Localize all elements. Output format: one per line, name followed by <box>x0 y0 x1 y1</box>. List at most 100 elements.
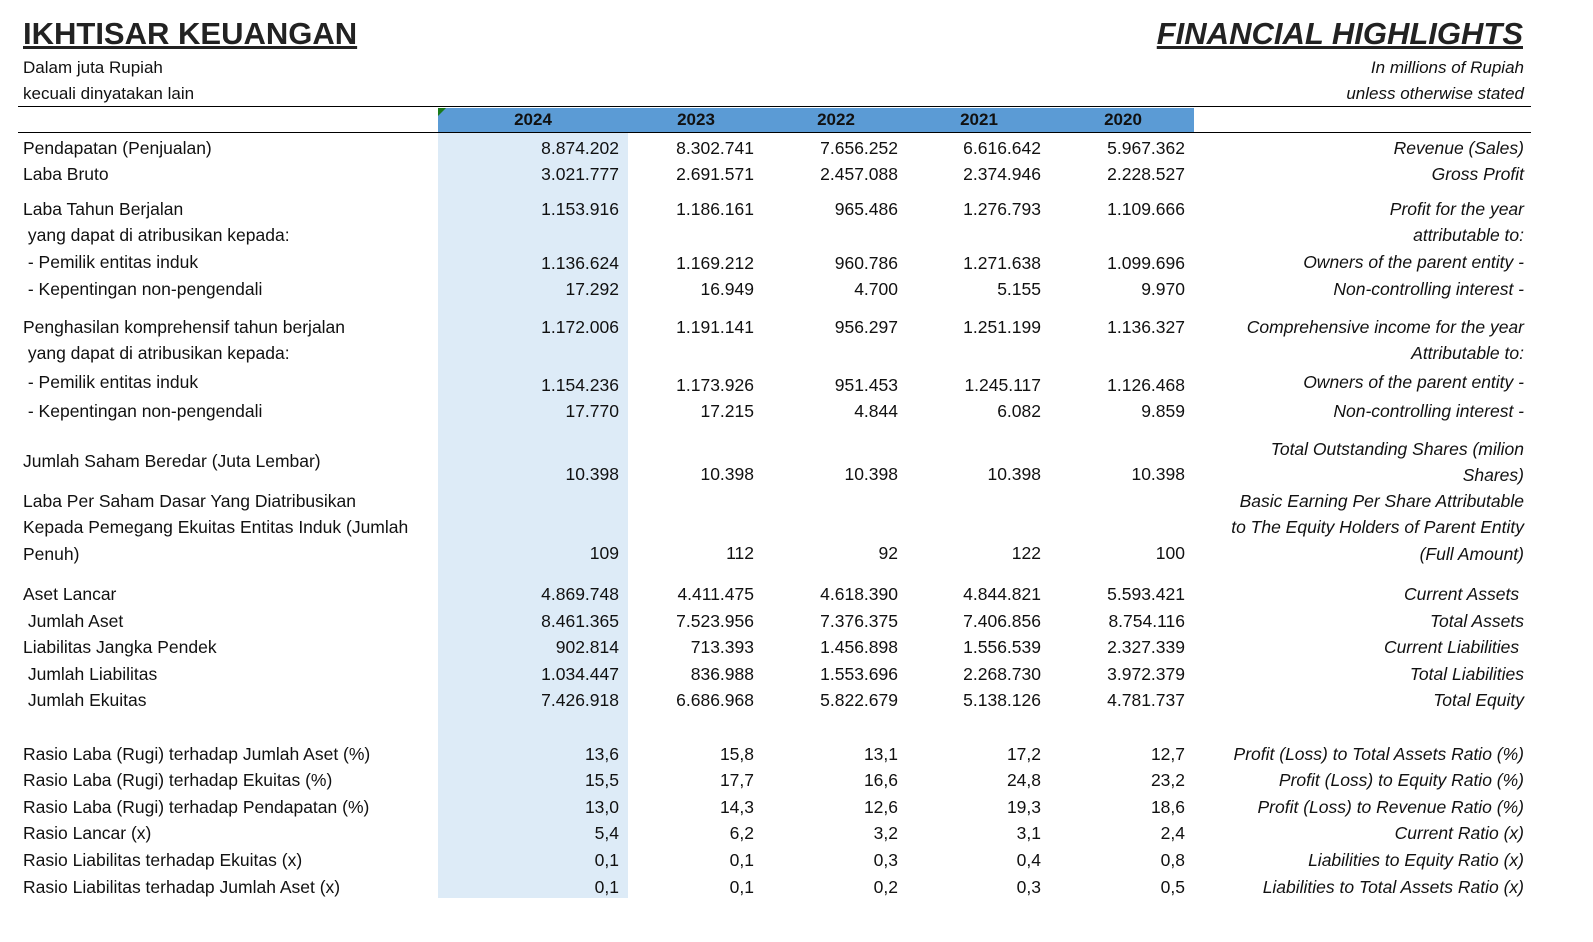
value-cell-2023: 17.215 <box>700 401 754 421</box>
value-cell-2020: 23,2 <box>1150 770 1185 790</box>
value-cell-2021: 1.276.793 <box>963 199 1041 219</box>
value-cell-2020: 1.099.696 <box>1107 253 1185 273</box>
value-cell-2023: 2.691.571 <box>676 164 754 184</box>
row-label-id: yang dapat di atribusikan kepada: <box>23 343 290 363</box>
year-header-2022: 2022 <box>817 110 855 129</box>
value-cell-2021: 6.082 <box>997 401 1041 421</box>
value-cell-2020: 2.228.527 <box>1107 164 1185 184</box>
value-cell-2020: 3.972.379 <box>1107 664 1185 684</box>
value-cell-2023: 6,2 <box>729 823 754 843</box>
row-label-id: Laba Tahun Berjalan <box>23 199 184 219</box>
value-cell-2023: 8.302.741 <box>676 138 754 158</box>
row-label-en: Current Ratio (x) <box>1394 823 1524 843</box>
row-label-en: Attributable to: <box>1411 343 1524 363</box>
value-cell-2023: 112 <box>726 543 754 563</box>
value-cell-2020: 12,7 <box>1150 744 1185 764</box>
value-cell-2023: 1.169.212 <box>676 253 754 273</box>
title-english: FINANCIAL HIGHLIGHTS <box>1156 16 1523 51</box>
value-cell-2022: 3,2 <box>873 823 898 843</box>
value-cell-2020: 10.398 <box>1131 464 1185 484</box>
value-cell-2021: 122 <box>1011 543 1041 563</box>
value-cell-2022: 16,6 <box>863 770 898 790</box>
row-label-id: Rasio Liabilitas terhadap Jumlah Aset (x… <box>23 877 341 897</box>
value-cell-2021: 10.398 <box>987 464 1041 484</box>
row-label-id: Rasio Lancar (x) <box>23 823 152 843</box>
row-label-en: Profit (Loss) to Total Assets Ratio (%) <box>1233 744 1524 764</box>
year-header-bar <box>438 108 1194 132</box>
value-cell-2022: 4.618.390 <box>820 584 898 604</box>
row-label-id: Rasio Laba (Rugi) terhadap Pendapatan (%… <box>23 797 370 817</box>
row-label-id: Jumlah Aset <box>23 611 124 631</box>
value-cell-2022: 965.486 <box>834 199 898 219</box>
value-cell-2023: 4.411.475 <box>677 584 754 604</box>
value-cell-2022: 0,2 <box>873 877 898 897</box>
value-cell-2023: 1.191.141 <box>676 317 754 337</box>
row-label-en: Total Assets <box>1429 611 1524 631</box>
value-cell-2024: 902.814 <box>555 637 619 657</box>
value-cell-2024: 1.154.236 <box>541 375 619 395</box>
subtitle-id-line2: kecuali dinyatakan lain <box>23 84 195 103</box>
value-cell-2020: 1.109.666 <box>1107 199 1185 219</box>
highlight-column-2024 <box>438 108 628 898</box>
row-label-en: Liabilities to Equity Ratio (x) <box>1308 850 1524 870</box>
year-header-2021: 2021 <box>960 110 998 129</box>
value-cell-2021: 7.406.856 <box>963 611 1041 631</box>
row-label-en: Profit (Loss) to Revenue Ratio (%) <box>1257 797 1525 817</box>
value-cell-2024: 1.153.916 <box>541 199 619 219</box>
value-cell-2023: 836.988 <box>690 664 754 684</box>
value-cell-2021: 19,3 <box>1006 797 1041 817</box>
value-cell-2021: 17,2 <box>1006 744 1041 764</box>
row-label-id: Liabilitas Jangka Pendek <box>23 637 217 657</box>
value-cell-2024: 15,5 <box>584 770 619 790</box>
value-cell-2022: 1.456.898 <box>820 637 898 657</box>
value-cell-2022: 92 <box>878 543 898 563</box>
value-cell-2023: 713.393 <box>690 637 754 657</box>
value-cell-2020: 5.593.421 <box>1107 584 1185 604</box>
value-cell-2020: 0,5 <box>1160 877 1185 897</box>
row-label-id: Kepada Pemegang Ekuitas Entitas Induk (J… <box>23 517 409 537</box>
value-cell-2022: 0,3 <box>873 850 898 870</box>
row-label-id: Laba Per Saham Dasar Yang Diatribusikan <box>23 491 357 511</box>
value-cell-2020: 1.126.468 <box>1107 375 1185 395</box>
cell-comment-marker <box>438 108 446 116</box>
row-label-id: yang dapat di atribusikan kepada: <box>23 225 290 245</box>
value-cell-2021: 1.556.539 <box>963 637 1041 657</box>
row-label-id: Penghasilan komprehensif tahun berjalan <box>23 317 346 337</box>
value-cell-2023: 0,1 <box>729 877 754 897</box>
value-cell-2024: 10.398 <box>565 464 619 484</box>
row-label-en: Basic Earning Per Share Attributable <box>1239 491 1524 511</box>
value-cell-2022: 5.822.679 <box>820 690 898 710</box>
value-cell-2024: 7.426.918 <box>541 690 619 710</box>
value-cell-2024: 17.770 <box>565 401 619 421</box>
value-cell-2021: 2.268.730 <box>963 664 1041 684</box>
value-cell-2020: 5.967.362 <box>1107 138 1185 158</box>
value-cell-2021: 6.616.642 <box>963 138 1041 158</box>
value-cell-2023: 15,8 <box>719 744 754 764</box>
value-cell-2021: 3,1 <box>1016 823 1041 843</box>
value-cell-2022: 12,6 <box>863 797 898 817</box>
value-cell-2022: 2.457.088 <box>820 164 898 184</box>
row-label-id: - Kepentingan non-pengendali <box>23 401 263 421</box>
value-cell-2024: 1.172.006 <box>541 317 619 337</box>
row-label-en: (Full Amount) <box>1419 544 1524 564</box>
row-label-en: Non-controlling interest - <box>1333 401 1524 421</box>
value-cell-2023: 6.686.968 <box>676 690 754 710</box>
row-label-id: Rasio Laba (Rugi) terhadap Ekuitas (%) <box>23 770 333 790</box>
value-cell-2022: 4.844 <box>854 401 898 421</box>
row-label-en: Current Liabilities <box>1383 637 1524 657</box>
row-label-id: - Pemilik entitas induk <box>23 372 199 392</box>
year-header-2020: 2020 <box>1104 110 1142 129</box>
row-label-id: Jumlah Saham Beredar (Juta Lembar) <box>23 451 321 471</box>
value-cell-2021: 4.844.821 <box>963 584 1041 604</box>
row-label-en: Profit (Loss) to Equity Ratio (%) <box>1278 770 1524 790</box>
value-cell-2024: 5,4 <box>594 823 619 843</box>
top-rule <box>18 106 1531 107</box>
value-cell-2021: 2.374.946 <box>963 164 1041 184</box>
value-cell-2024: 3.021.777 <box>541 164 619 184</box>
value-cell-2022: 13,1 <box>863 744 898 764</box>
value-cell-2024: 8.461.365 <box>541 611 619 631</box>
value-cell-2022: 960.786 <box>834 253 898 273</box>
row-label-en: Shares) <box>1462 465 1524 485</box>
row-label-en: Total Outstanding Shares (milion <box>1270 439 1524 459</box>
value-cell-2020: 18,6 <box>1150 797 1185 817</box>
